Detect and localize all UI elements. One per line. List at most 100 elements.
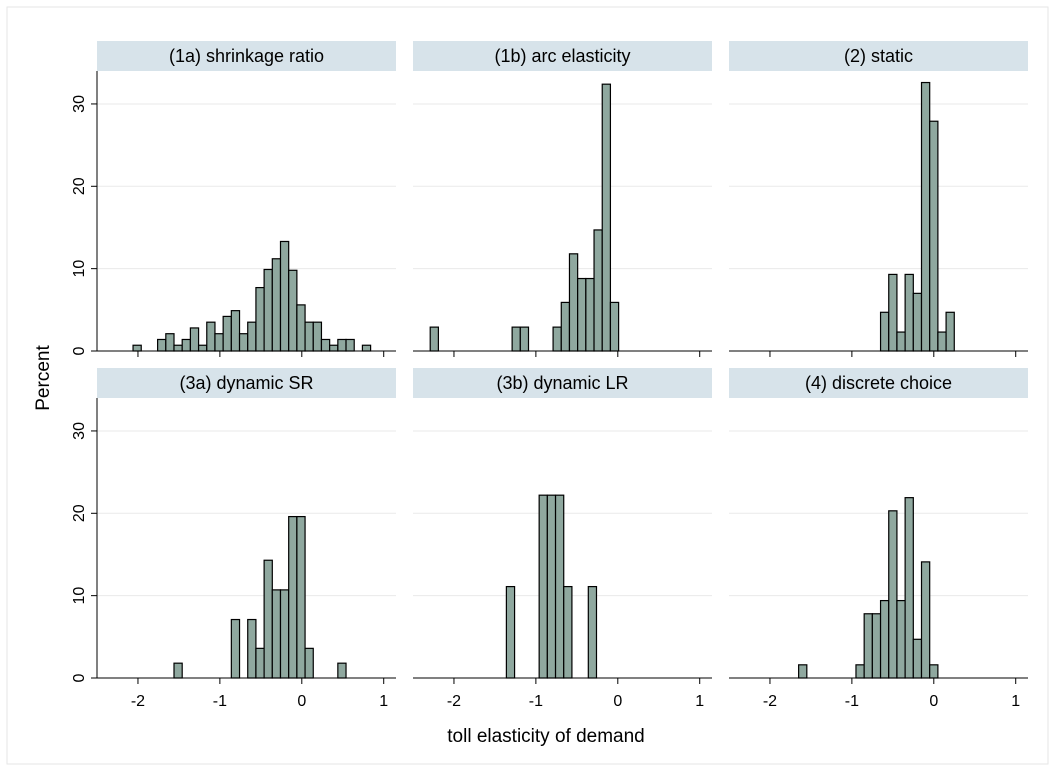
- histogram-bar: [206, 321, 216, 352]
- histogram-bar: [173, 662, 183, 679]
- panel-strip: [729, 41, 1028, 71]
- histogram-bar: [173, 344, 183, 352]
- histogram-bar: [554, 494, 565, 679]
- histogram-bar: [863, 613, 873, 679]
- histogram-bar: [157, 338, 167, 352]
- y-tick-label: 0: [71, 673, 88, 682]
- panel-title: (2) static: [844, 46, 913, 66]
- x-tick-label: -1: [845, 693, 859, 710]
- histogram-bar: [896, 331, 906, 352]
- x-tick-label: -1: [213, 693, 227, 710]
- panel-title: (1b) arc elasticity: [494, 46, 630, 66]
- histogram-bar: [312, 321, 323, 352]
- histogram-bar: [920, 561, 931, 679]
- histogram-bar: [593, 229, 603, 352]
- histogram-bar: [279, 240, 290, 352]
- histogram-bar: [222, 315, 232, 352]
- x-tick-label: -2: [131, 693, 145, 710]
- histogram-bar: [197, 344, 208, 352]
- histogram-bar: [288, 269, 298, 352]
- panel-title: (3a) dynamic SR: [179, 373, 313, 393]
- histogram-bar: [912, 638, 923, 679]
- histogram-bar: [263, 559, 273, 679]
- y-tick-label: 30: [71, 95, 88, 113]
- histogram-bar: [888, 273, 898, 352]
- histogram-bar: [568, 253, 579, 352]
- panel-5: (3b) dynamic LR -2 -1 0 1: [413, 368, 712, 710]
- x-tick-label: 1: [1011, 693, 1020, 710]
- histogram-bar: [288, 515, 298, 679]
- histogram-bar: [255, 647, 265, 679]
- histogram-bar: [879, 311, 890, 352]
- panel-strip: [413, 368, 712, 398]
- histogram-bar: [546, 494, 557, 679]
- y-tick-label: 0: [71, 346, 88, 355]
- histogram-bar: [230, 618, 241, 679]
- histogram-bar: [263, 268, 273, 352]
- histogram-bar: [279, 589, 290, 679]
- x-tick-label: 0: [297, 693, 306, 710]
- x-tick-label: 1: [695, 693, 704, 710]
- x-tick-label: -1: [529, 693, 543, 710]
- histogram-bar: [929, 120, 939, 352]
- histogram-bar: [271, 589, 282, 679]
- histogram-bar: [871, 613, 882, 679]
- histogram-bar: [271, 258, 282, 352]
- histogram-bar: [247, 321, 257, 352]
- histogram-bar: [577, 277, 587, 352]
- histogram-bar: [798, 664, 808, 679]
- histogram-bar: [304, 647, 314, 679]
- histogram-bar: [337, 662, 347, 679]
- histogram-bar: [304, 321, 314, 352]
- histogram-bar: [912, 292, 923, 352]
- histogram-bar: [855, 664, 865, 679]
- histogram-bar: [888, 510, 898, 679]
- histogram-bar: [879, 599, 890, 679]
- y-tick-label: 30: [71, 422, 88, 440]
- histogram-bar: [904, 497, 914, 679]
- x-axis-title: toll elasticity of demand: [447, 726, 645, 747]
- histogram-bar: [552, 326, 562, 352]
- histogram-bar: [230, 310, 241, 352]
- histogram-bar: [904, 273, 914, 352]
- histogram-bar: [945, 311, 955, 352]
- histogram-bar: [896, 599, 906, 679]
- histogram-bar: [247, 618, 257, 679]
- histogram-bar: [181, 338, 191, 352]
- histogram-bar: [505, 585, 516, 679]
- y-axis-title: Percent: [33, 345, 54, 411]
- x-tick-label: 0: [613, 693, 622, 710]
- histogram-bar: [929, 664, 939, 679]
- y-tick-label: 20: [71, 504, 88, 522]
- panel-strip: [413, 41, 712, 71]
- histogram-bar: [511, 326, 521, 352]
- histogram-bar: [255, 286, 265, 352]
- histogram-bar: [238, 333, 249, 352]
- x-tick-label: -2: [447, 693, 461, 710]
- histogram-bar: [563, 585, 573, 679]
- histogram-bar: [296, 515, 306, 679]
- histogram-bar: [320, 338, 331, 352]
- histogram-bar: [132, 344, 142, 352]
- histogram-bar: [560, 301, 571, 352]
- panel-2: (1b) arc elasticity: [413, 41, 712, 357]
- histogram-bar: [189, 327, 200, 352]
- histogram-bar: [214, 333, 224, 352]
- histogram-bar: [337, 338, 347, 352]
- panel-title: (1a) shrinkage ratio: [169, 46, 324, 66]
- histogram-bar: [609, 301, 620, 352]
- x-tick-label: -2: [763, 693, 777, 710]
- histogram-bar: [345, 338, 355, 352]
- histogram-bar: [587, 585, 598, 679]
- panel-strip: [729, 368, 1028, 398]
- histogram-bar: [361, 344, 372, 352]
- panel-title: (4) discrete choice: [805, 373, 952, 393]
- x-tick-label: 1: [379, 693, 388, 710]
- histogram-bar: [585, 277, 595, 352]
- histogram-bar: [601, 83, 612, 352]
- y-tick-label: 10: [71, 260, 88, 278]
- histogram-bar: [937, 331, 947, 352]
